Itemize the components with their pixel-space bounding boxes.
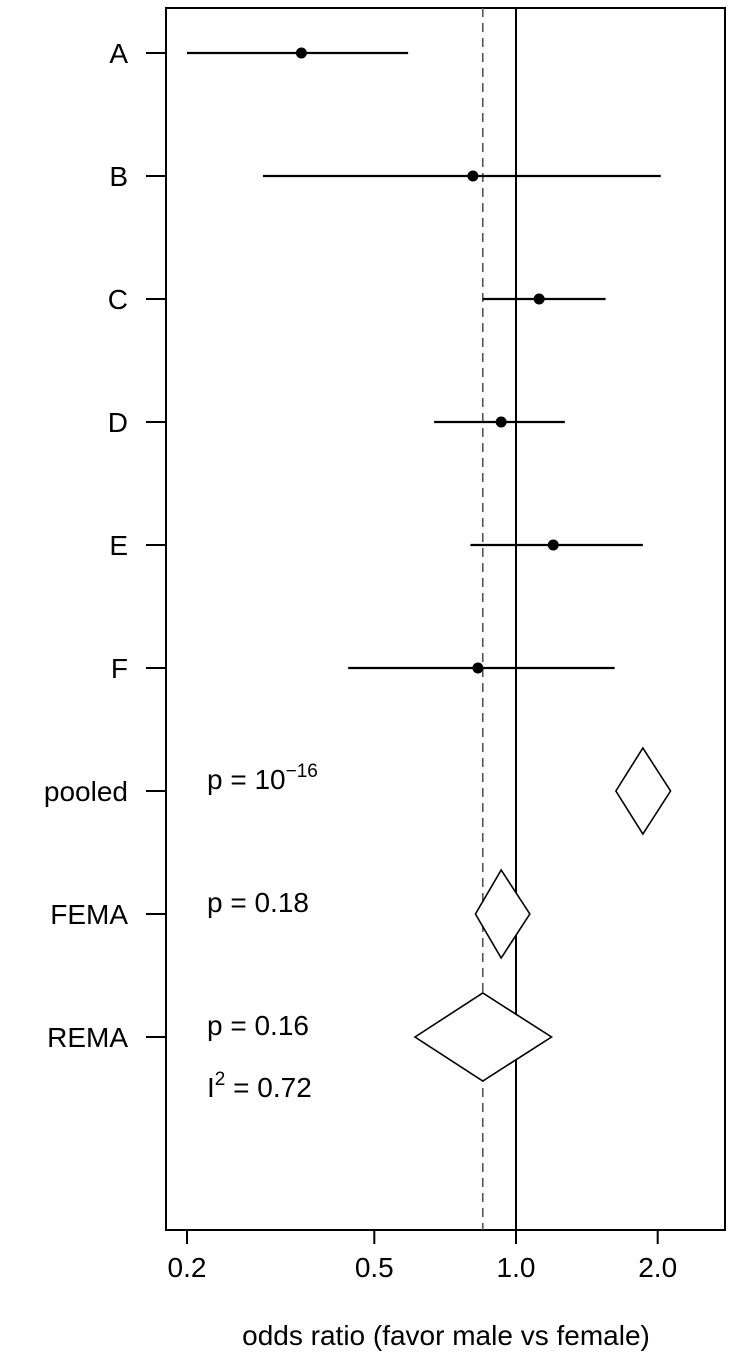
- p-value-annotation: p = 10−16: [207, 761, 318, 795]
- summary-diamond: [614, 746, 672, 836]
- category-label: C: [108, 284, 128, 315]
- p-value-annotation: p = 0.16: [207, 1010, 309, 1041]
- point-estimate: [467, 170, 479, 182]
- x-axis-title: odds ratio (favor male vs female): [242, 1320, 650, 1351]
- point-estimate: [547, 539, 559, 551]
- category-label: A: [109, 38, 128, 69]
- summary-diamond: [474, 868, 531, 960]
- x-tick-label: 0.5: [355, 1252, 394, 1283]
- category-label: F: [111, 653, 128, 684]
- category-label: D: [108, 407, 128, 438]
- point-estimate: [495, 416, 507, 428]
- p-value-annotation: p = 0.18: [207, 887, 309, 918]
- category-label: B: [109, 161, 128, 192]
- i-squared-annotation: I2 = 0.72: [207, 1069, 312, 1103]
- category-label: REMA: [47, 1022, 128, 1053]
- category-label: FEMA: [50, 899, 128, 930]
- category-label: E: [109, 530, 128, 561]
- point-estimate: [295, 47, 307, 59]
- plot-frame: [165, 7, 726, 1231]
- x-tick-label: 2.0: [638, 1252, 677, 1283]
- point-estimate: [533, 293, 545, 305]
- x-tick-label: 1.0: [497, 1252, 536, 1283]
- summary-diamond: [413, 992, 554, 1082]
- point-estimate: [472, 662, 484, 674]
- category-label: pooled: [44, 776, 128, 807]
- x-tick-label: 0.2: [168, 1252, 207, 1283]
